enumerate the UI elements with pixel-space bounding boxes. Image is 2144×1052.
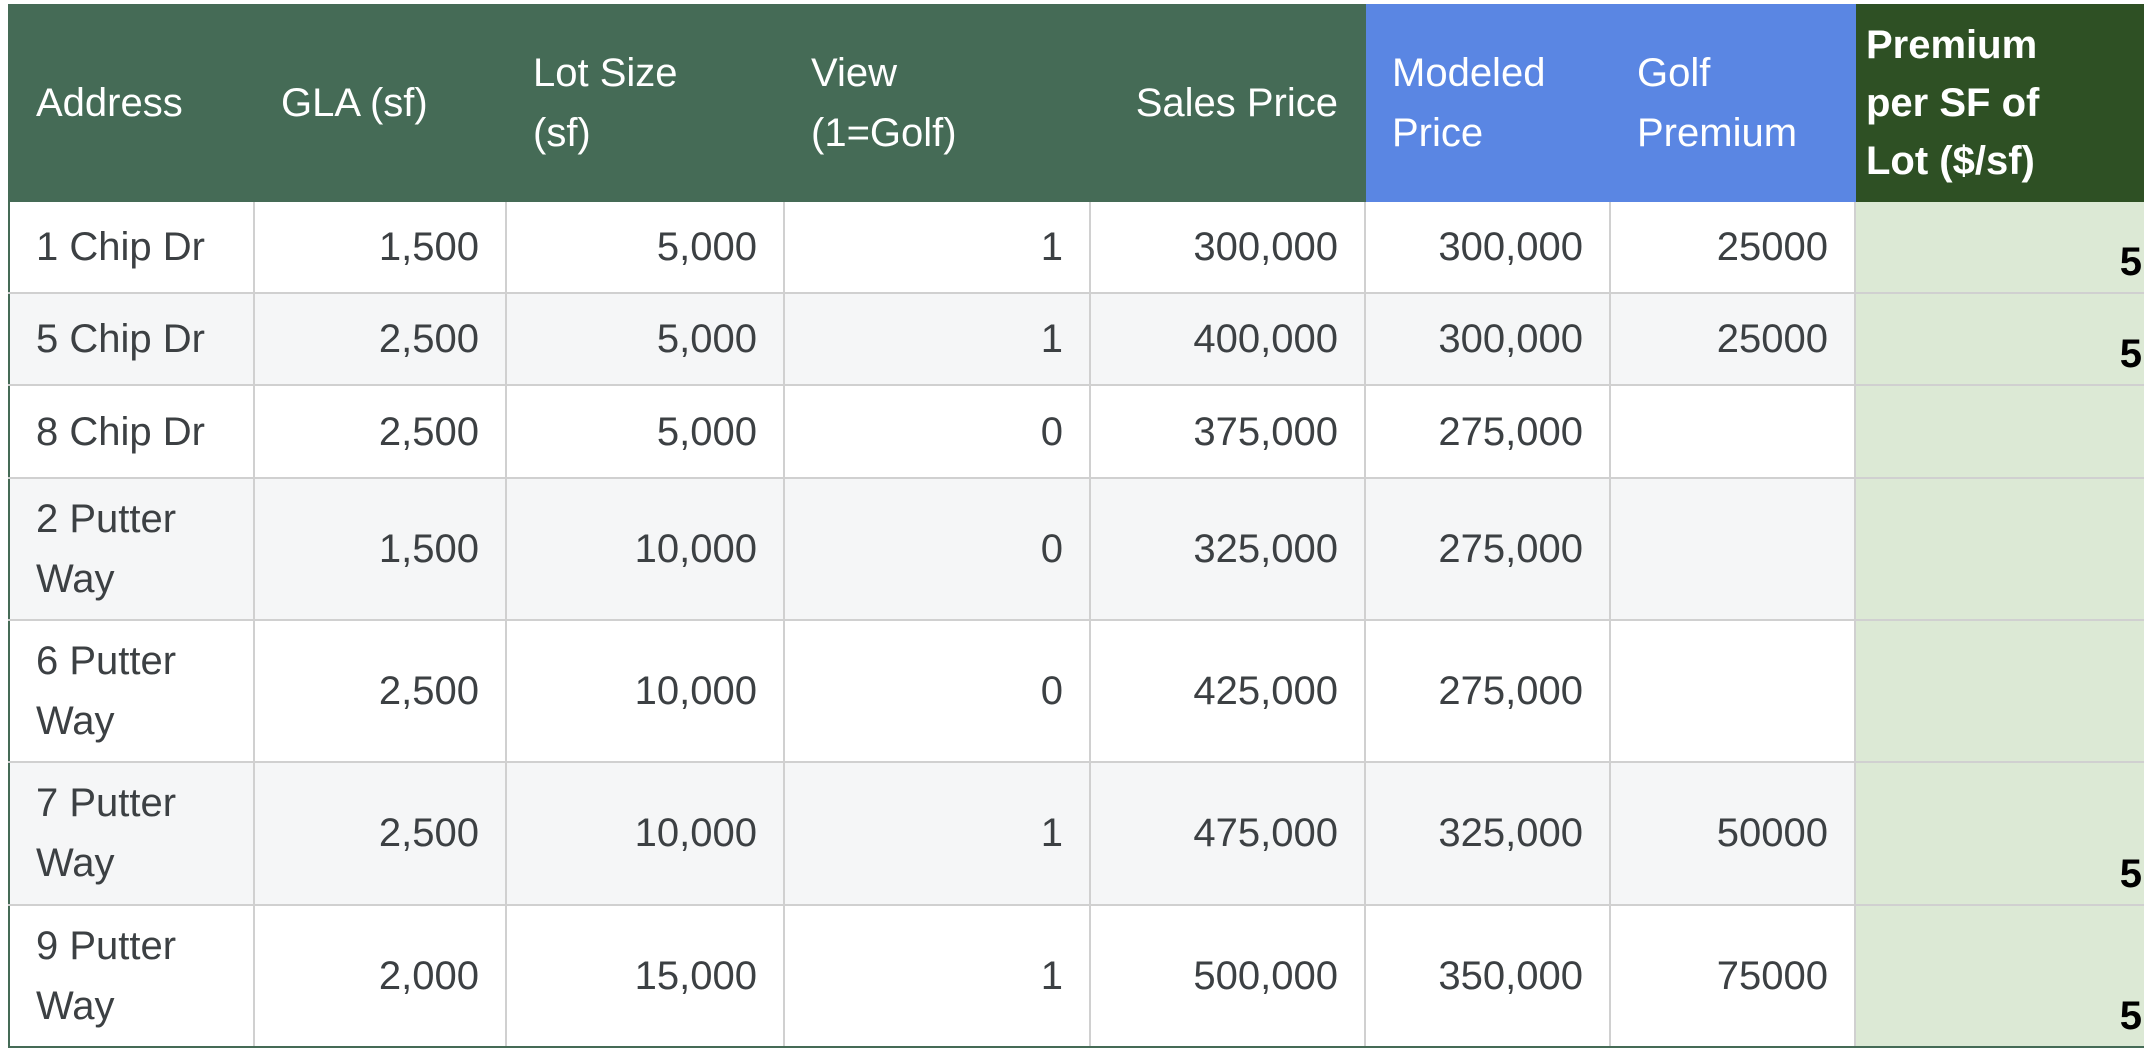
cell-golf-premium[interactable] [1609, 384, 1856, 479]
header-view[interactable]: View (1=Golf) [783, 4, 1091, 202]
cell-view[interactable]: 0 [783, 618, 1091, 764]
cell-gla[interactable]: 2,500 [253, 618, 507, 764]
table-row: 2 Putter Way 1,500 10,000 0 325,000 275,… [8, 476, 2144, 621]
cell-sales-price[interactable]: 500,000 [1089, 903, 1366, 1049]
cell-gla[interactable]: 1,500 [253, 476, 507, 621]
header-modeled-price[interactable]: Modeled Price [1364, 4, 1611, 202]
cell-address[interactable]: 6 Putter Way [8, 618, 255, 764]
cell-lot-size[interactable]: 5,000 [505, 199, 785, 295]
cell-address[interactable]: 8 Chip Dr [8, 384, 255, 479]
cell-premium-per-sf[interactable] [1854, 618, 2144, 764]
cell-golf-premium[interactable]: 75000 [1609, 903, 1856, 1049]
cell-gla[interactable]: 2,000 [253, 903, 507, 1049]
cell-address[interactable]: 5 Chip Dr [8, 292, 255, 387]
table-row: 6 Putter Way 2,500 10,000 0 425,000 275,… [8, 618, 2144, 764]
cell-lot-size[interactable]: 10,000 [505, 761, 785, 906]
cell-gla[interactable]: 2,500 [253, 292, 507, 387]
header-address[interactable]: Address [8, 4, 255, 202]
cell-lot-size[interactable]: 10,000 [505, 476, 785, 621]
cell-golf-premium[interactable]: 25000 [1609, 292, 1856, 387]
cell-view[interactable]: 1 [783, 199, 1091, 295]
cell-sales-price[interactable]: 475,000 [1089, 761, 1366, 906]
cell-premium-per-sf[interactable] [1854, 384, 2144, 479]
header-gla[interactable]: GLA (sf) [253, 4, 507, 202]
cell-premium-per-sf[interactable]: 5 [1854, 903, 2144, 1049]
table-row: 8 Chip Dr 2,500 5,000 0 375,000 275,000 [8, 384, 2144, 479]
table-row: 1 Chip Dr 1,500 5,000 1 300,000 300,000 … [8, 199, 2144, 295]
cell-lot-size[interactable]: 5,000 [505, 384, 785, 479]
table-row: 5 Chip Dr 2,500 5,000 1 400,000 300,000 … [8, 292, 2144, 387]
cell-modeled-price[interactable]: 275,000 [1364, 476, 1611, 621]
cell-sales-price[interactable]: 325,000 [1089, 476, 1366, 621]
header-row: Address GLA (sf) Lot Size (sf) View (1=G… [8, 4, 2144, 202]
table-row: 9 Putter Way 2,000 15,000 1 500,000 350,… [8, 903, 2144, 1049]
cell-modeled-price[interactable]: 300,000 [1364, 292, 1611, 387]
cell-golf-premium[interactable]: 25000 [1609, 199, 1856, 295]
cell-view[interactable]: 0 [783, 476, 1091, 621]
header-sales-price[interactable]: Sales Price [1089, 4, 1366, 202]
header-lot-size[interactable]: Lot Size (sf) [505, 4, 785, 202]
cell-modeled-price[interactable]: 325,000 [1364, 761, 1611, 906]
cell-lot-size[interactable]: 10,000 [505, 618, 785, 764]
cell-gla[interactable]: 2,500 [253, 384, 507, 479]
spreadsheet-table: Address GLA (sf) Lot Size (sf) View (1=G… [8, 4, 2144, 1049]
cell-premium-per-sf[interactable] [1854, 476, 2144, 621]
table-row: 7 Putter Way 2,500 10,000 1 475,000 325,… [8, 761, 2144, 906]
cell-gla[interactable]: 2,500 [253, 761, 507, 906]
cell-sales-price[interactable]: 425,000 [1089, 618, 1366, 764]
cell-golf-premium[interactable] [1609, 476, 1856, 621]
cell-view[interactable]: 0 [783, 384, 1091, 479]
cell-modeled-price[interactable]: 300,000 [1364, 199, 1611, 295]
cell-view[interactable]: 1 [783, 292, 1091, 387]
cell-premium-per-sf[interactable]: 5 [1854, 761, 2144, 906]
cell-premium-per-sf[interactable]: 5 [1854, 199, 2144, 295]
cell-golf-premium[interactable]: 50000 [1609, 761, 1856, 906]
cell-address[interactable]: 7 Putter Way [8, 761, 255, 906]
cell-golf-premium[interactable] [1609, 618, 1856, 764]
cell-view[interactable]: 1 [783, 903, 1091, 1049]
cell-sales-price[interactable]: 375,000 [1089, 384, 1366, 479]
cell-view[interactable]: 1 [783, 761, 1091, 906]
cell-modeled-price[interactable]: 275,000 [1364, 618, 1611, 764]
cell-lot-size[interactable]: 5,000 [505, 292, 785, 387]
cell-lot-size[interactable]: 15,000 [505, 903, 785, 1049]
cell-premium-per-sf[interactable]: 5 [1854, 292, 2144, 387]
header-premium-per-sf[interactable]: Premium per SF of Lot ($/sf) [1854, 4, 2144, 202]
cell-address[interactable]: 1 Chip Dr [8, 199, 255, 295]
cell-sales-price[interactable]: 400,000 [1089, 292, 1366, 387]
cell-gla[interactable]: 1,500 [253, 199, 507, 295]
cell-sales-price[interactable]: 300,000 [1089, 199, 1366, 295]
cell-modeled-price[interactable]: 350,000 [1364, 903, 1611, 1049]
cell-address[interactable]: 2 Putter Way [8, 476, 255, 621]
header-golf-premium[interactable]: Golf Premium [1609, 4, 1856, 202]
cell-address[interactable]: 9 Putter Way [8, 903, 255, 1049]
cell-modeled-price[interactable]: 275,000 [1364, 384, 1611, 479]
